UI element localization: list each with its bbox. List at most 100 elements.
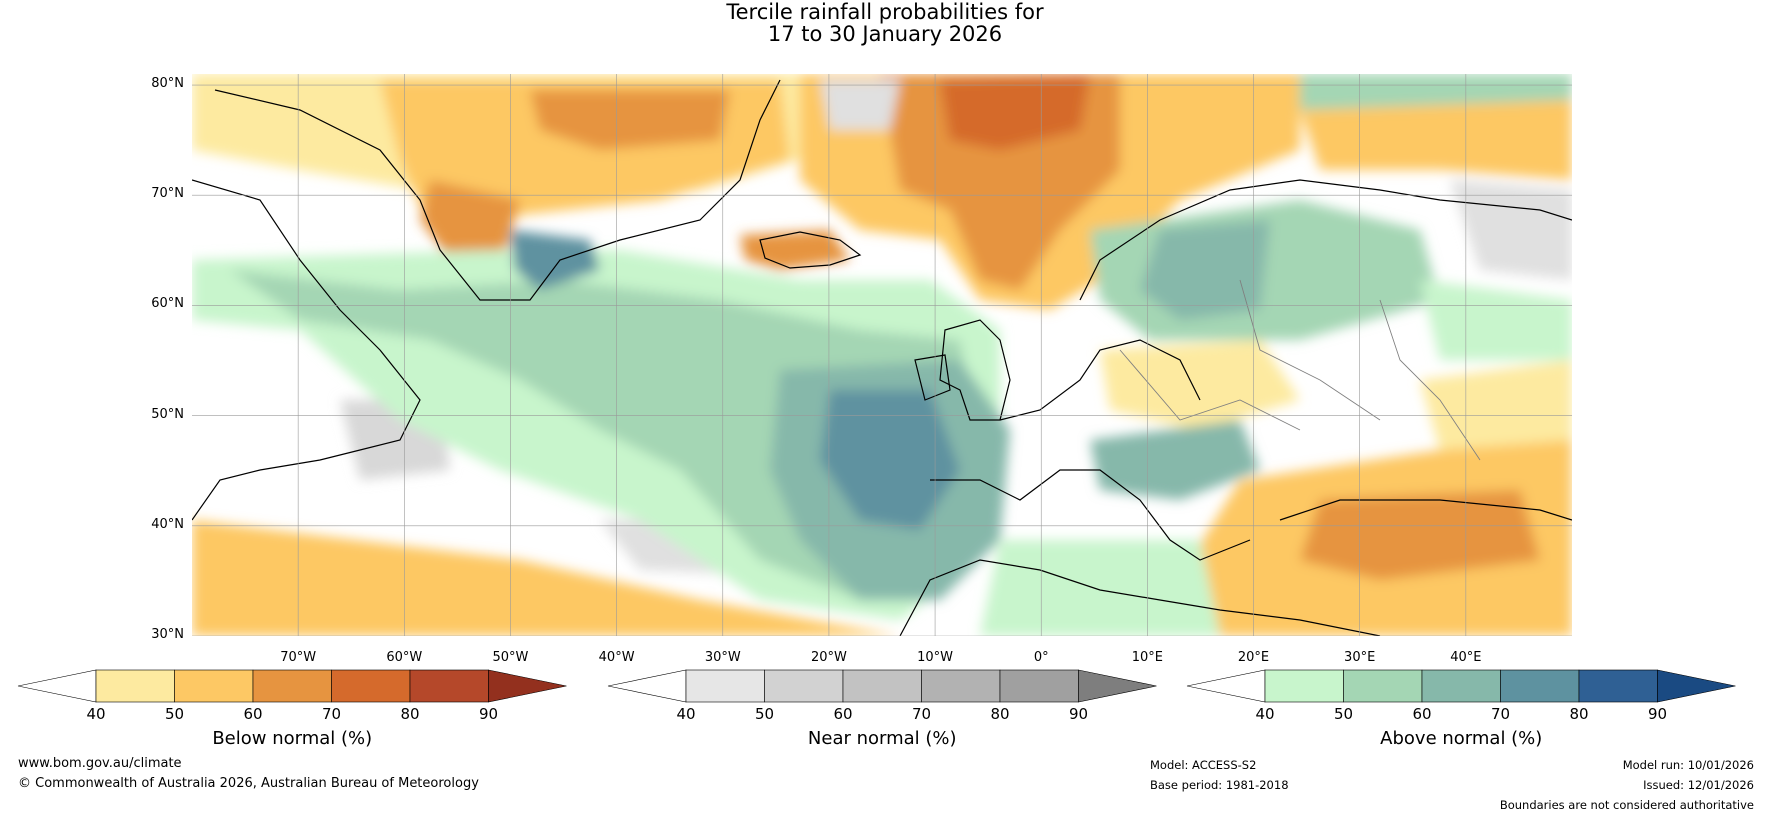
- colorbar-segment: [409, 669, 489, 703]
- colorbar-tick-label: 50: [1333, 705, 1354, 723]
- base-period-text: Base period: 1981-2018: [1150, 778, 1289, 792]
- below-normal-region-turkey-deep: [1300, 490, 1540, 580]
- below-normal-region-svalbard-east: [1300, 100, 1572, 180]
- colorbar-title: Below normal (%): [212, 728, 373, 749]
- latitude-label: 70°N: [151, 186, 184, 202]
- issued-text: Issued: 12/01/2026: [1643, 778, 1754, 792]
- coastline-europe-west: [999, 339, 1201, 421]
- colorbar-tick-label: 80: [990, 705, 1010, 723]
- title-line-2: 17 to 30 January 2026: [767, 22, 1003, 46]
- colorbar-segment: [1500, 669, 1580, 703]
- longitude-label: 40°W: [598, 650, 635, 665]
- colorbar-3: [1186, 669, 1736, 703]
- coastline-iceland: [759, 231, 862, 269]
- copyright-text: © Commonwealth of Australia 2026, Austra…: [18, 776, 479, 791]
- colorbar-tick-label: 40: [86, 705, 106, 723]
- model-text: Model: ACCESS-S2: [1150, 758, 1257, 772]
- above-normal-region-greenland-south: [510, 230, 600, 290]
- above-normal-region-scandinavia-mid: [1140, 220, 1270, 320]
- below-normal-region-europe-central: [1100, 340, 1300, 430]
- colorbar-tick-label: 60: [1412, 705, 1432, 723]
- colorbar-segment: [999, 669, 1079, 703]
- colorbar-tick-label: 70: [911, 705, 932, 723]
- longitude-label: 20°W: [810, 650, 847, 665]
- above-normal-region-biscay: [820, 390, 960, 530]
- coastline-canada: [192, 179, 421, 521]
- border-europe-1: [1119, 349, 1301, 431]
- below-normal-region-greenland-deep: [530, 90, 730, 150]
- longitude-label: 10°W: [917, 650, 954, 665]
- coastline-norway: [1079, 179, 1572, 301]
- below-normal-region-iceland: [740, 230, 850, 270]
- latitude-label: 40°N: [151, 516, 184, 532]
- longitude-label: 30°E: [1344, 650, 1376, 665]
- longitude-label: 10°E: [1131, 650, 1163, 665]
- colorbar-segment: [174, 669, 254, 703]
- colorbar-tick-label: 70: [321, 705, 342, 723]
- longitude-label: 30°W: [704, 650, 741, 665]
- colorbar-segment: [1264, 669, 1344, 703]
- colorbar-segment: [1578, 669, 1658, 703]
- colorbar-tick-label: 50: [754, 705, 775, 723]
- latitude-label: 60°N: [151, 296, 184, 312]
- coastline-greenland: [214, 79, 781, 301]
- near-normal-region-svalbard: [820, 80, 900, 130]
- colorbar-segment: [1343, 669, 1423, 703]
- longitude-label: 0°: [1033, 650, 1049, 665]
- colorbar-segment: [95, 669, 175, 703]
- colorbar-tick-label: 40: [676, 705, 696, 723]
- colorbar-tick-label: 90: [1647, 705, 1668, 723]
- colorbar-segment: [1421, 669, 1501, 703]
- colorbar-title: Above normal (%): [1380, 728, 1543, 749]
- colorbar-1: [17, 669, 567, 703]
- colorbar-2: [607, 669, 1157, 703]
- colorbar-tick-label: 40: [1255, 705, 1275, 723]
- colorbar-tick-label: 70: [1490, 705, 1511, 723]
- longitude-label: 70°W: [280, 650, 317, 665]
- border-europe-2: [1239, 279, 1381, 421]
- coastline-iberia: [930, 469, 1251, 561]
- near-normal-region-arctic-east: [1450, 180, 1572, 280]
- above-normal-region-arctic: [1300, 74, 1572, 110]
- colorbar-tick-label: 60: [833, 705, 853, 723]
- colorbar-left-extension: [607, 669, 687, 703]
- model-run-text: Model run: 10/01/2026: [1622, 758, 1754, 772]
- above-normal-region-north-africa: [980, 540, 1220, 636]
- border-europe-3: [1379, 299, 1481, 461]
- longitude-label: 60°W: [386, 650, 423, 665]
- website-text: www.bom.gov.au/climate: [18, 756, 182, 771]
- above-normal-region-italy: [1090, 420, 1260, 500]
- colorbar-right-extension: [488, 669, 567, 703]
- latitude-label: 30°N: [151, 627, 184, 642]
- colorbar-left-extension: [17, 669, 97, 703]
- longitude-label: 50°W: [492, 650, 529, 665]
- colorbar-title: Near normal (%): [807, 728, 957, 749]
- latitude-label: 80°N: [151, 76, 184, 92]
- colorbar-tick-label: 80: [1569, 705, 1589, 723]
- coastline-africa: [899, 559, 1381, 636]
- colorbar-tick-label: 80: [400, 705, 420, 723]
- longitude-label: 40°E: [1450, 650, 1482, 665]
- colorbar-tick-label: 90: [478, 705, 499, 723]
- colorbar-segment: [252, 669, 332, 703]
- colorbar-right-extension: [1657, 669, 1736, 703]
- colorbar-segment: [921, 669, 1001, 703]
- colorbar-tick-label: 50: [164, 705, 185, 723]
- above-normal-region-russia: [1420, 280, 1572, 360]
- longitude-label: 20°E: [1237, 650, 1270, 665]
- coastline-turkey: [1279, 499, 1572, 521]
- colorbar-left-extension: [1186, 669, 1266, 703]
- colorbar-segment: [764, 669, 844, 703]
- colorbar-tick-label: 60: [243, 705, 263, 723]
- colorbar-tick-label: 90: [1068, 705, 1089, 723]
- latitude-label: 50°N: [151, 406, 184, 422]
- colorbar-right-extension: [1078, 669, 1157, 703]
- below-normal-region-greenland-east: [420, 180, 520, 270]
- title-line-1: Tercile rainfall probabilities for: [726, 0, 1044, 24]
- colorbar-segment: [842, 669, 922, 703]
- below-normal-region-norway-sea-max: [940, 74, 1090, 150]
- disclaimer-text: Boundaries are not considered authoritat…: [1499, 798, 1754, 812]
- colorbar-segment: [331, 669, 411, 703]
- colorbar-segment: [685, 669, 765, 703]
